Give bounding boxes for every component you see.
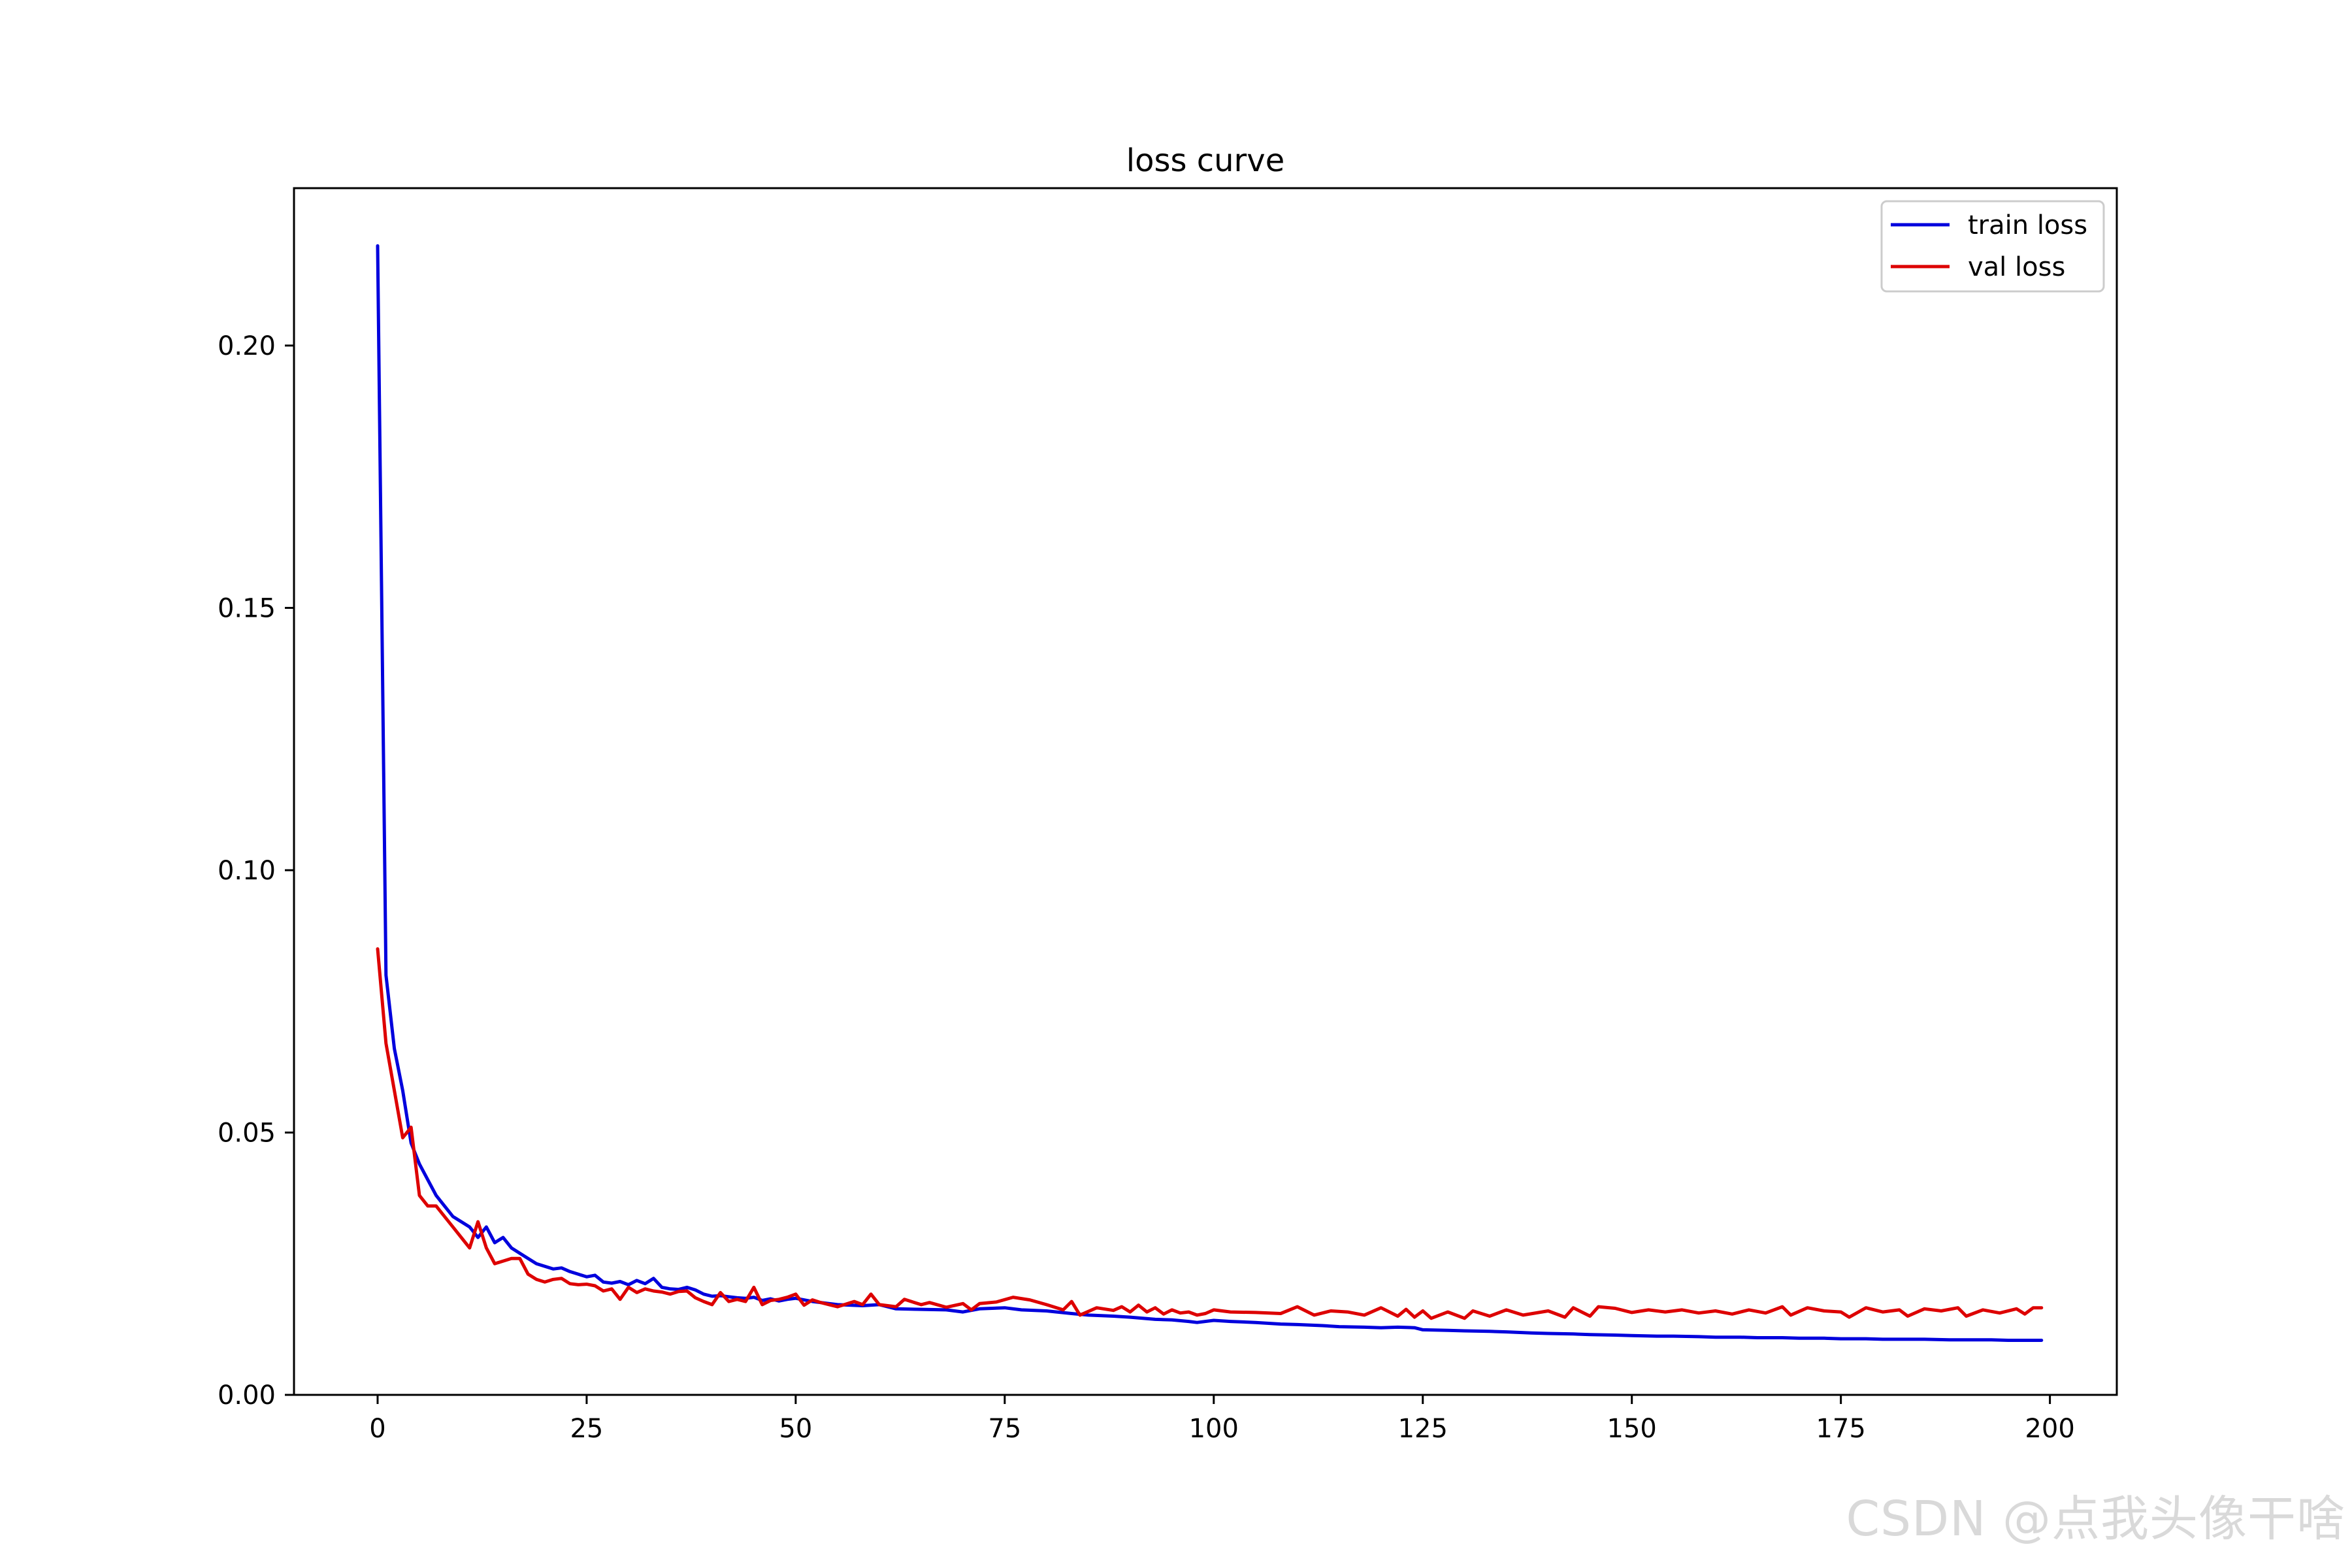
x-tick-label: 25 xyxy=(570,1414,603,1444)
x-tick-label: 0 xyxy=(369,1414,385,1444)
y-tick-label: 0.10 xyxy=(218,856,276,886)
x-tick-label: 175 xyxy=(1816,1414,1865,1444)
y-tick-label: 0.20 xyxy=(218,331,276,361)
legend-label: val loss xyxy=(1968,252,2065,282)
y-tick-label: 0.00 xyxy=(218,1380,276,1411)
x-tick-label: 150 xyxy=(1607,1414,1657,1444)
series-line-val-loss xyxy=(376,947,2044,1320)
x-tick-label: 75 xyxy=(988,1414,1021,1444)
legend-label: train loss xyxy=(1968,210,2087,240)
x-tick-label: 200 xyxy=(2025,1414,2074,1444)
axes-frame xyxy=(293,187,2118,1396)
x-tick-label: 50 xyxy=(779,1414,812,1444)
watermark: CSDN @点我头像干啥 xyxy=(1846,1491,2345,1547)
x-tick-label: 100 xyxy=(1189,1414,1239,1444)
x-tick-label: 125 xyxy=(1398,1414,1448,1444)
series-line-train-loss xyxy=(376,244,2044,1342)
plot-area: loss curve 0 25 50 75 100 125 150 175 200 0.00 0.05… xyxy=(218,142,2118,1444)
y-tick-label: 0.15 xyxy=(218,593,276,623)
y-tick-label: 0.05 xyxy=(218,1118,276,1148)
chart-title: loss curve xyxy=(1126,142,1284,179)
